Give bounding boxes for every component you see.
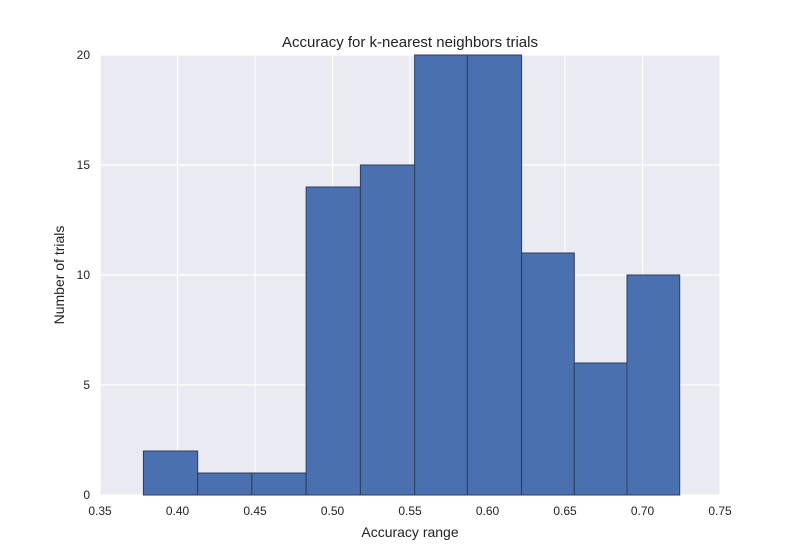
y-tick-labels: 0 5 10 15 20 bbox=[77, 48, 91, 502]
y-tick-label: 10 bbox=[77, 268, 91, 282]
chart-title: Accuracy for k-nearest neighbors trials bbox=[282, 34, 538, 51]
histogram-bar bbox=[305, 186, 361, 496]
y-tick-label: 15 bbox=[77, 158, 91, 172]
histogram-bar bbox=[466, 54, 523, 496]
y-tick-label: 5 bbox=[83, 378, 90, 392]
histogram-bar bbox=[573, 362, 628, 496]
y-tick-label: 20 bbox=[77, 48, 91, 62]
x-tick-label: 0.35 bbox=[88, 504, 112, 518]
x-tick-label: 0.70 bbox=[631, 504, 655, 518]
histogram-bar bbox=[142, 450, 199, 496]
x-tick-label: 0.45 bbox=[243, 504, 267, 518]
histogram-bar bbox=[414, 54, 468, 496]
x-tick-label: 0.55 bbox=[398, 504, 422, 518]
x-tick-label: 0.65 bbox=[553, 504, 577, 518]
x-tick-labels: 0.35 0.40 0.45 0.50 0.55 0.60 0.65 0.70 0.75 bbox=[88, 504, 732, 518]
y-axis-label: Number of trials bbox=[51, 226, 67, 325]
histogram-bar bbox=[251, 472, 307, 496]
x-axis-label: Accuracy range bbox=[361, 524, 458, 540]
x-tick-label: 0.40 bbox=[166, 504, 190, 518]
histogram-bars bbox=[142, 54, 681, 496]
y-tick-label: 0 bbox=[83, 488, 90, 502]
histogram-bar bbox=[197, 472, 253, 496]
x-tick-label: 0.60 bbox=[476, 504, 500, 518]
histogram-bar bbox=[359, 164, 416, 496]
histogram-bar bbox=[521, 252, 575, 496]
x-tick-label: 0.75 bbox=[708, 504, 732, 518]
x-tick-label: 0.50 bbox=[321, 504, 345, 518]
histogram-bar bbox=[626, 274, 681, 496]
